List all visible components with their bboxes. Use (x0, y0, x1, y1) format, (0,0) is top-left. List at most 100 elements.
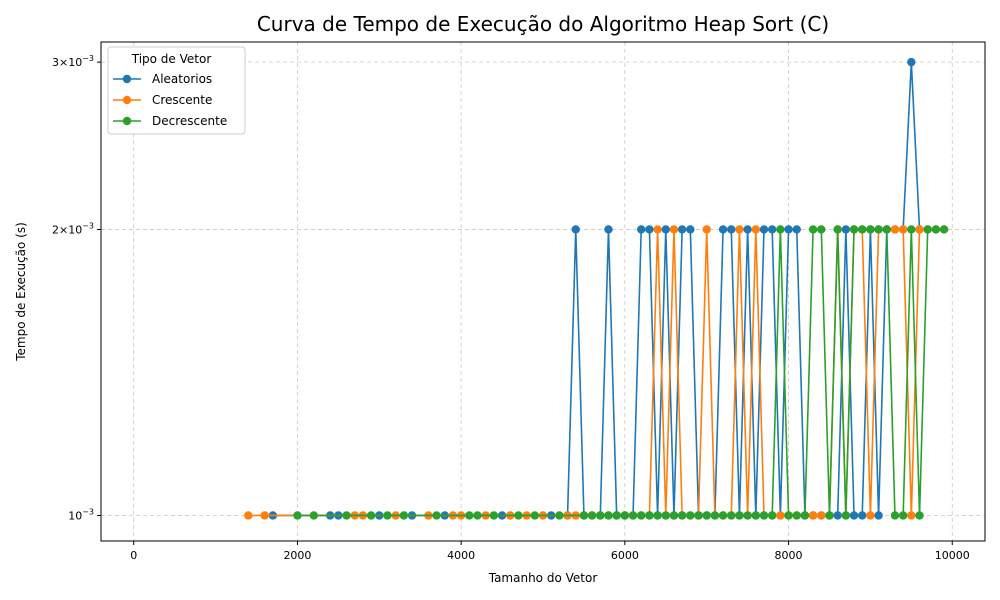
data-point-decrescente (637, 511, 646, 520)
data-point-crescente (653, 225, 662, 234)
data-point-aleatorios (743, 225, 752, 234)
data-point-decrescente (669, 511, 679, 520)
data-point-decrescente (399, 511, 409, 520)
x-tick-label: 6000 (611, 549, 639, 562)
data-point-decrescente (309, 511, 319, 520)
x-tick-label: 0 (130, 549, 137, 562)
plot-frame (100, 41, 986, 542)
legend-label-aleatorios: Aleatorios (152, 72, 212, 86)
data-point-decrescente (759, 511, 769, 520)
data-point-decrescente (342, 511, 351, 520)
data-point-decrescente (555, 511, 564, 520)
data-point-decrescente (383, 511, 392, 520)
x-tick-label: 10000 (935, 549, 970, 562)
data-point-decrescente (751, 511, 761, 520)
legend-title: Tipo de Vetor (131, 52, 212, 66)
data-point-decrescente (645, 511, 654, 520)
data-point-crescente (751, 225, 761, 234)
data-point-decrescente (800, 511, 810, 520)
data-point-decrescente (661, 511, 670, 520)
data-point-decrescente (890, 511, 900, 520)
legend-label-decrescente: Decrescente (152, 114, 227, 128)
data-point-decrescente (653, 511, 662, 520)
data-point-aleatorios (767, 225, 777, 234)
data-point-crescente (735, 225, 744, 234)
data-point-crescente (702, 225, 711, 234)
legend: Tipo de Vetor Aleatorios Crescente Decresc… (107, 46, 246, 135)
data-point-crescente (890, 225, 900, 234)
data-point-decrescente (473, 511, 482, 520)
data-point-decrescente (923, 225, 932, 234)
data-point-decrescente (677, 511, 687, 520)
data-point-aleatorios (907, 57, 916, 67)
data-point-crescente (776, 511, 785, 520)
data-point-decrescente (293, 511, 302, 520)
data-point-decrescente (833, 225, 842, 234)
data-point-decrescente (694, 511, 703, 520)
data-point-crescente (244, 511, 253, 520)
data-point-decrescente (530, 511, 540, 520)
data-point-aleatorios (604, 225, 613, 234)
data-point-decrescente (628, 511, 638, 520)
data-point-aleatorios (645, 225, 654, 234)
legend-label-crescente: Crescente (152, 93, 212, 107)
data-point-decrescente (743, 511, 752, 520)
legend-marker-crescente (122, 95, 132, 105)
data-point-decrescente (792, 511, 801, 520)
x-tick-label: 8000 (775, 549, 803, 562)
data-point-decrescente (841, 511, 851, 520)
data-point-decrescente (858, 225, 867, 234)
data-point-crescente (669, 225, 679, 234)
data-point-decrescente (612, 511, 621, 520)
axis-ticks: 0 2000 4000 6000 8000 10000 10−3 2×10−3 3×10−3 (52, 54, 970, 562)
y-tick-label: 2×10−3 (52, 221, 94, 236)
data-point-aleatorios (792, 225, 801, 234)
data-point-decrescente (366, 511, 376, 520)
y-axis-label: Tempo de Execução (s) (14, 222, 28, 362)
data-point-decrescente (587, 511, 597, 520)
data-point-decrescente (817, 225, 826, 234)
data-point-aleatorios (571, 225, 580, 234)
data-point-aleatorios (849, 511, 859, 520)
data-point-decrescente (465, 511, 474, 520)
data-point-decrescente (882, 225, 891, 234)
data-point-decrescente (808, 225, 818, 234)
data-point-decrescente (776, 225, 785, 234)
data-point-decrescente (718, 511, 728, 520)
data-point-crescente (808, 511, 818, 520)
data-point-decrescente (825, 511, 834, 520)
data-point-decrescente (489, 511, 499, 520)
data-point-decrescente (874, 225, 883, 234)
series-decrescente (293, 225, 949, 520)
data-point-decrescente (866, 225, 875, 234)
legend-marker-aleatorios (122, 74, 132, 84)
data-point-decrescente (620, 511, 630, 520)
y-tick-label: 3×10−3 (52, 54, 94, 69)
y-tick-label: 10−3 (68, 507, 94, 522)
data-point-aleatorios (759, 225, 769, 234)
data-point-decrescente (596, 511, 605, 520)
legend-marker-decrescente (122, 116, 132, 126)
data-point-crescente (907, 511, 916, 520)
data-point-crescente (817, 511, 826, 520)
data-point-aleatorios (784, 225, 793, 234)
data-point-decrescente (849, 225, 859, 234)
data-point-crescente (898, 225, 908, 234)
data-point-aleatorios (677, 225, 687, 234)
data-point-decrescente (915, 511, 924, 520)
chart-title: Curva de Tempo de Execução do Algoritmo … (257, 12, 829, 36)
data-point-crescente (260, 511, 269, 520)
data-point-decrescente (432, 511, 441, 520)
data-point-aleatorios (637, 225, 646, 234)
data-point-decrescente (579, 511, 589, 520)
data-point-aleatorios (841, 225, 851, 234)
data-point-decrescente (702, 511, 711, 520)
x-tick-label: 4000 (447, 549, 475, 562)
data-point-decrescente (514, 511, 523, 520)
data-point-aleatorios (718, 225, 728, 234)
data-point-aleatorios (833, 511, 842, 520)
legend-box (107, 46, 246, 135)
data-point-decrescente (784, 511, 793, 520)
x-tick-label: 2000 (283, 549, 311, 562)
